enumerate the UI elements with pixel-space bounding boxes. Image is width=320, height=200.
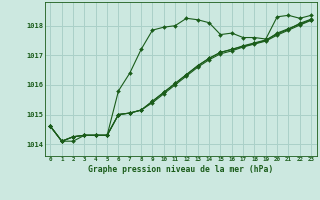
X-axis label: Graphe pression niveau de la mer (hPa): Graphe pression niveau de la mer (hPa): [88, 165, 273, 174]
